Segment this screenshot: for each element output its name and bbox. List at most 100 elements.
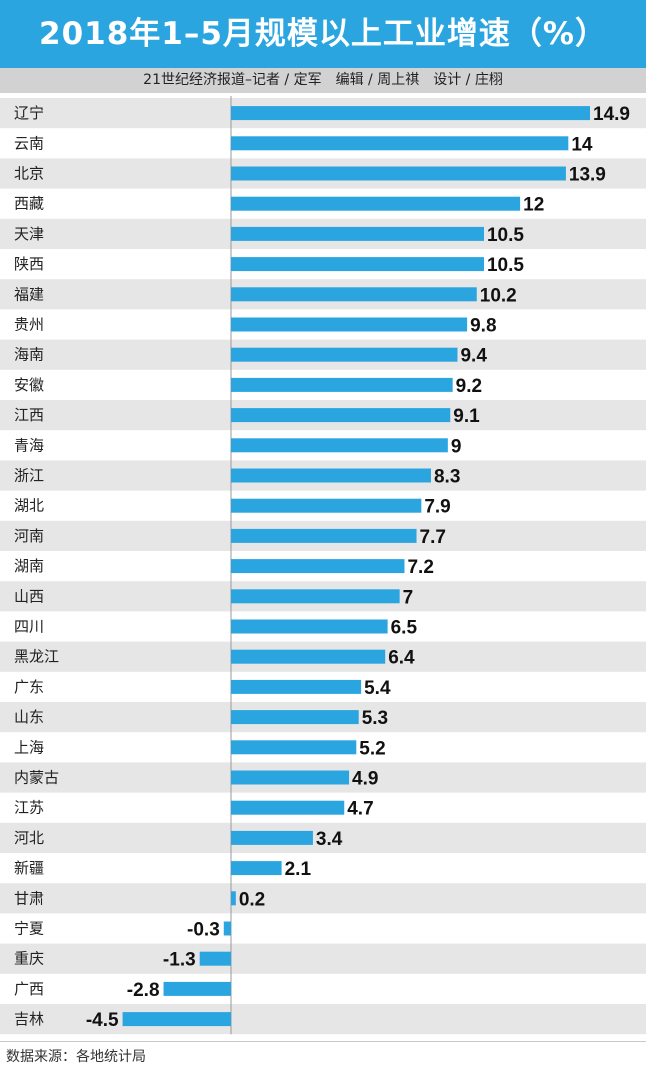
value-label: 7.7: [420, 527, 446, 548]
footer-divider: [0, 1041, 646, 1042]
category-label: 上海: [14, 738, 44, 756]
bar: [231, 559, 405, 574]
bar: [231, 619, 388, 634]
value-label: 14: [571, 134, 593, 155]
bar: [231, 196, 521, 211]
category-label: 湖南: [14, 557, 44, 575]
category-label: 江西: [14, 406, 44, 424]
value-label: 5.3: [362, 708, 388, 729]
bar: [231, 287, 477, 302]
bar: [231, 589, 400, 604]
bar: [163, 981, 231, 996]
value-label: 5.2: [359, 738, 385, 759]
value-label: -4.5: [86, 1010, 119, 1031]
category-label: 云南: [14, 134, 44, 152]
value-label: 9.4: [460, 346, 487, 367]
bar: [231, 649, 386, 664]
bar: [231, 226, 484, 241]
bar: [231, 740, 357, 755]
credit-line: 21世纪经济报道–记者 / 定军 编辑 / 周上祺 设计 / 庄栩: [143, 72, 503, 88]
bar: [231, 136, 569, 151]
value-label: 6.5: [391, 618, 418, 639]
value-label: 7.2: [407, 557, 433, 578]
bar: [231, 498, 422, 513]
category-label: 安徽: [14, 376, 44, 394]
category-label: 四川: [14, 618, 44, 636]
category-label: 广西: [14, 980, 44, 998]
bar: [231, 257, 484, 272]
bar: [231, 528, 417, 543]
bar: [231, 377, 453, 392]
value-label: 5.4: [364, 678, 391, 699]
value-label: 10.2: [480, 285, 517, 306]
value-label: 9.1: [453, 406, 480, 427]
category-label: 广东: [14, 678, 44, 696]
category-label: 北京: [14, 165, 44, 183]
value-label: 14.9: [593, 104, 630, 125]
value-label: 10.5: [487, 225, 524, 246]
bar: [231, 861, 282, 876]
bar: [231, 830, 313, 845]
category-label: 天津: [14, 225, 44, 243]
category-label: 西藏: [14, 195, 44, 213]
credit-bar: 21世纪经济报道–记者 / 定军 编辑 / 周上祺 设计 / 庄栩: [0, 68, 646, 93]
value-label: 0.2: [239, 889, 265, 910]
bar: [231, 106, 590, 121]
value-label: 4.9: [352, 769, 378, 790]
bar: [199, 951, 231, 966]
category-label: 陕西: [14, 255, 44, 273]
category-label: 重庆: [14, 950, 44, 968]
category-label: 江苏: [14, 799, 44, 817]
value-label: 3.4: [316, 829, 343, 850]
category-label: 浙江: [14, 467, 44, 485]
value-label: 9: [451, 436, 462, 457]
value-label: 7.9: [424, 497, 450, 518]
category-label: 吉林: [14, 1010, 44, 1028]
category-label: 山东: [14, 708, 44, 726]
bar: [122, 1012, 231, 1027]
category-label: 青海: [14, 436, 44, 454]
category-label: 河北: [14, 829, 44, 847]
bar: [231, 891, 236, 906]
bar: [231, 408, 451, 423]
title-bar: 2018年1–5月规模以上工业增速（%）: [0, 0, 646, 68]
value-label: 2.1: [285, 859, 312, 880]
category-label: 贵州: [14, 316, 44, 334]
bar: [231, 679, 362, 694]
bar: [231, 347, 458, 362]
value-label: 10.5: [487, 255, 524, 276]
row-band: [0, 822, 646, 853]
row-band: [0, 883, 646, 914]
category-label: 甘肃: [14, 889, 44, 907]
value-label: 6.4: [388, 648, 415, 669]
category-label: 湖北: [14, 497, 44, 515]
value-label: 7: [403, 587, 414, 608]
bar: [223, 921, 231, 936]
category-label: 福建: [14, 285, 44, 303]
category-label: 黑龙江: [14, 648, 59, 666]
bar: [231, 317, 468, 332]
value-label: -0.3: [187, 920, 220, 941]
bar: [231, 710, 359, 725]
value-label: 13.9: [569, 165, 606, 186]
category-label: 辽宁: [14, 104, 44, 122]
data-source: 数据来源：各地统计局: [6, 1049, 146, 1065]
category-label: 新疆: [14, 859, 44, 877]
bar: [231, 800, 345, 815]
category-label: 宁夏: [14, 920, 44, 938]
value-label: 9.2: [456, 376, 482, 397]
chart-title: 2018年1–5月规模以上工业增速（%）: [39, 16, 607, 52]
bar: [231, 438, 448, 453]
category-label: 河南: [14, 527, 44, 545]
value-label: -1.3: [163, 950, 196, 971]
bar: [231, 166, 566, 181]
category-label: 海南: [14, 346, 44, 364]
category-label: 山西: [14, 587, 44, 605]
row-band: [0, 943, 646, 974]
bar-chart: 辽宁 14.9 云南 14 北京 13.9 西藏 12 天津 10.5 陕西 10.5 福建 10.2 贵州…: [0, 96, 646, 1035]
bar: [231, 468, 431, 483]
row-band: [0, 1004, 646, 1035]
value-label: -2.8: [127, 980, 160, 1001]
value-label: 12: [523, 195, 544, 216]
value-label: 9.8: [470, 316, 496, 337]
